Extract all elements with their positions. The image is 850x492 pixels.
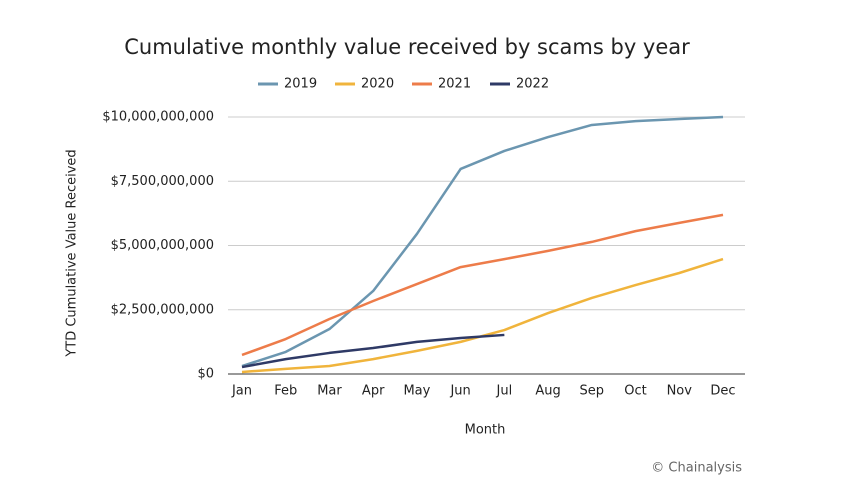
x-tick-label: Jul <box>496 384 513 399</box>
x-tick-label: Nov <box>667 384 693 399</box>
x-tick-label: Jun <box>449 384 470 399</box>
series-line <box>241 213 724 357</box>
y-tick-label: $7,500,000,000 <box>111 174 214 189</box>
x-tick-label: Aug <box>535 384 560 399</box>
series-line <box>241 333 505 369</box>
x-tick-label: Feb <box>274 384 297 399</box>
y-tick-label: $5,000,000,000 <box>111 238 214 253</box>
series-line <box>241 115 724 368</box>
legend-label: 2022 <box>516 77 549 92</box>
y-tick-label: $10,000,000,000 <box>102 110 214 125</box>
x-tick-label: Apr <box>362 384 385 399</box>
x-tick-label: Oct <box>624 384 646 399</box>
legend-label: 2019 <box>284 77 317 92</box>
x-tick-label: Dec <box>710 384 735 399</box>
x-axis-label: Month <box>465 423 506 438</box>
y-tick-label: $0 <box>197 367 214 382</box>
x-tick-label: Jan <box>231 384 252 399</box>
legend-label: 2021 <box>438 77 471 92</box>
legend-label: 2020 <box>361 77 394 92</box>
y-tick-label: $2,500,000,000 <box>111 302 214 317</box>
y-axis-label: YTD Cumulative Value Received <box>65 149 80 357</box>
source: © Chainalysis <box>651 461 742 476</box>
x-tick-label: Sep <box>580 384 605 399</box>
x-tick-label: Mar <box>317 384 342 399</box>
x-tick-label: May <box>403 384 430 399</box>
chart-title: Cumulative monthly value received by sca… <box>124 35 690 59</box>
